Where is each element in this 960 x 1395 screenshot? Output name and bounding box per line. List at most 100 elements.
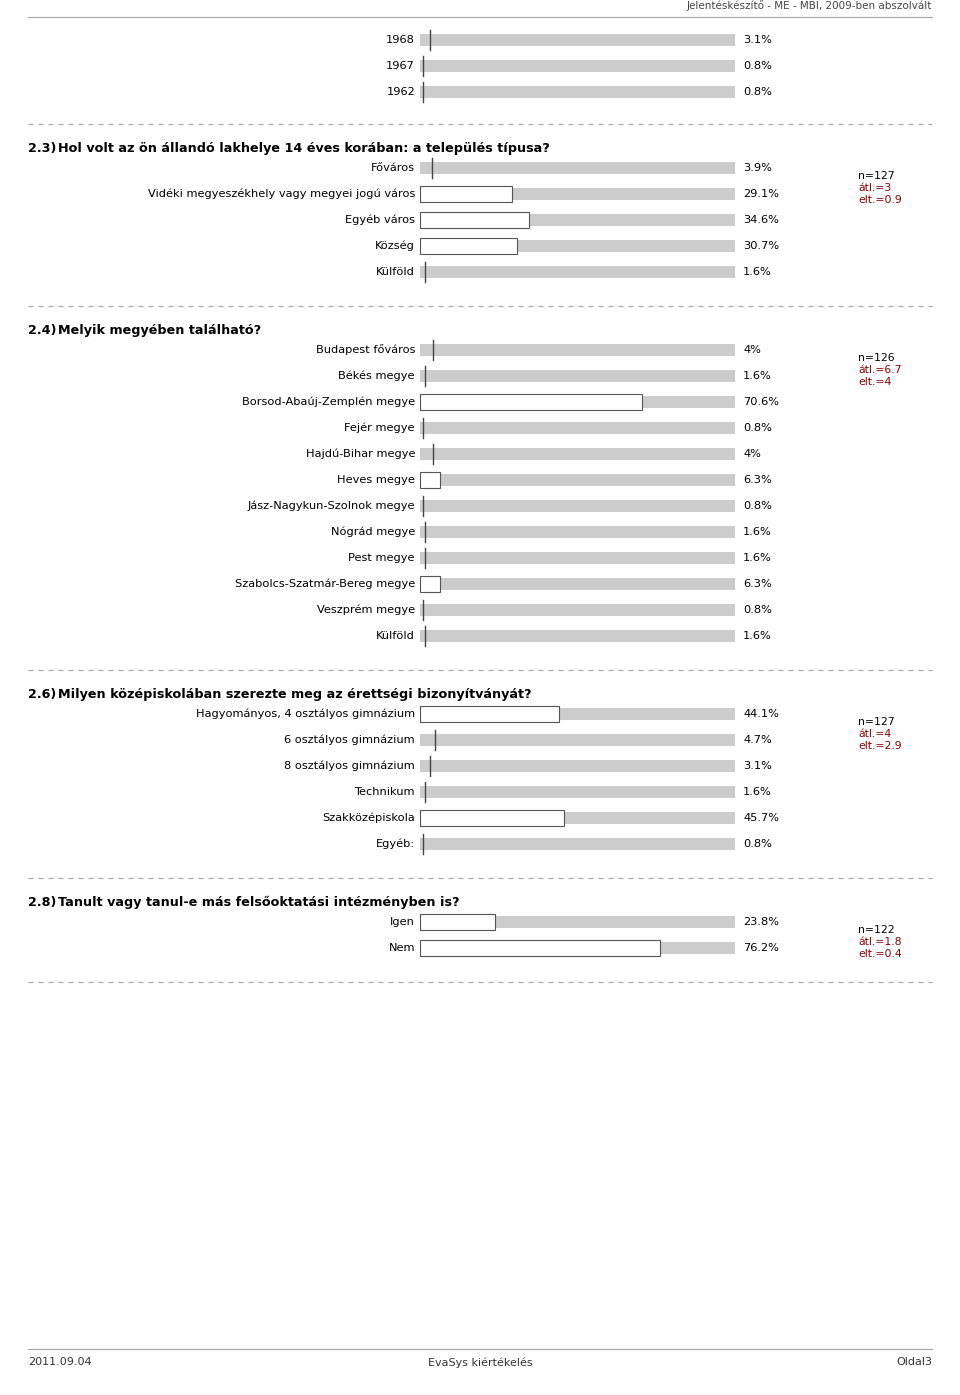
Text: Nem: Nem [389, 943, 415, 953]
Text: 34.6%: 34.6% [743, 215, 779, 225]
Text: 4%: 4% [743, 345, 761, 354]
Text: elt.=0.9: elt.=0.9 [858, 195, 901, 205]
Text: átl.=4: átl.=4 [858, 730, 891, 739]
Bar [420, 838, 735, 850]
Bar [420, 186, 512, 202]
Bar [420, 396, 735, 407]
Bar [420, 266, 735, 278]
Text: 1968: 1968 [386, 35, 415, 45]
Text: n=122: n=122 [858, 925, 895, 935]
Text: Egyéb város: Egyéb város [345, 215, 415, 225]
Bar [420, 940, 660, 956]
Text: 8 osztályos gimnázium: 8 osztályos gimnázium [284, 760, 415, 771]
Text: 1962: 1962 [386, 86, 415, 98]
Text: Jász-Nagykun-Szolnok megye: Jász-Nagykun-Szolnok megye [248, 501, 415, 511]
Text: Tanult vagy tanul-e más felsőoktatási intézményben is?: Tanult vagy tanul-e más felsőoktatási in… [58, 896, 460, 910]
Text: Budapest főváros: Budapest főváros [316, 345, 415, 356]
Text: 3.1%: 3.1% [743, 35, 772, 45]
Bar [420, 812, 735, 824]
Text: Főváros: Főváros [371, 163, 415, 173]
Text: Nógrád megye: Nógrád megye [331, 527, 415, 537]
Text: n=127: n=127 [858, 717, 895, 727]
Text: Egyéb:: Egyéb: [375, 838, 415, 850]
Bar [420, 552, 735, 564]
Bar [420, 423, 735, 434]
Text: 30.7%: 30.7% [743, 241, 780, 251]
Text: 76.2%: 76.2% [743, 943, 779, 953]
Text: Külföld: Külföld [376, 266, 415, 278]
Bar [420, 474, 735, 485]
Text: Szabolcs-Szatmár-Bereg megye: Szabolcs-Szatmár-Bereg megye [235, 579, 415, 589]
Bar [420, 578, 735, 590]
Text: 1.6%: 1.6% [743, 266, 772, 278]
Text: elt.=0.4: elt.=0.4 [858, 949, 901, 958]
Text: 0.8%: 0.8% [743, 605, 772, 615]
Text: 45.7%: 45.7% [743, 813, 779, 823]
Text: Külföld: Külföld [376, 631, 415, 640]
Text: Jelentéskészítő - ME - MBI, 2009-ben abszolvált: Jelentéskészítő - ME - MBI, 2009-ben abs… [686, 0, 932, 11]
Text: 0.8%: 0.8% [743, 838, 772, 850]
Text: 2.3): 2.3) [28, 142, 57, 155]
Text: 1.6%: 1.6% [743, 371, 772, 381]
Text: Község: Község [375, 241, 415, 251]
Text: 6.3%: 6.3% [743, 476, 772, 485]
Text: átl.=6.7: átl.=6.7 [858, 365, 901, 375]
Text: Vidéki megyeszékhely vagy megyei jogú város: Vidéki megyeszékhely vagy megyei jogú vá… [148, 188, 415, 199]
Bar [420, 33, 735, 46]
Text: Békés megye: Békés megye [339, 371, 415, 381]
Text: átl.=3: átl.=3 [858, 183, 891, 193]
Bar [420, 914, 495, 930]
Text: 6.3%: 6.3% [743, 579, 772, 589]
Bar [420, 345, 735, 356]
Bar [420, 917, 735, 928]
Text: 3.1%: 3.1% [743, 762, 772, 771]
Text: 2.8): 2.8) [28, 896, 57, 910]
Text: Milyen középiskolában szerezte meg az érettségi bizonyítványát?: Milyen középiskolában szerezte meg az ér… [58, 688, 532, 702]
Bar [420, 526, 735, 538]
Bar [420, 393, 642, 410]
Bar [420, 188, 735, 199]
Text: 29.1%: 29.1% [743, 188, 779, 199]
Text: Igen: Igen [390, 917, 415, 928]
Bar [420, 60, 735, 73]
Text: 4%: 4% [743, 449, 761, 459]
Bar [420, 576, 440, 591]
Bar [420, 706, 559, 723]
Text: EvaSys kiértékelés: EvaSys kiértékelés [428, 1357, 532, 1367]
Text: 2.4): 2.4) [28, 324, 57, 338]
Text: Melyik megyében található?: Melyik megyében található? [58, 324, 261, 338]
Text: 0.8%: 0.8% [743, 501, 772, 511]
Bar [420, 760, 735, 771]
Bar [420, 709, 735, 720]
Bar [420, 472, 440, 488]
Text: 23.8%: 23.8% [743, 917, 779, 928]
Text: elt.=2.9: elt.=2.9 [858, 741, 901, 751]
Bar [420, 370, 735, 382]
Text: Hajdú-Bihar megye: Hajdú-Bihar megye [305, 449, 415, 459]
Text: 44.1%: 44.1% [743, 709, 779, 718]
Text: 6 osztályos gimnázium: 6 osztályos gimnázium [284, 735, 415, 745]
Bar [420, 239, 516, 254]
Bar [420, 212, 529, 227]
Bar [420, 240, 735, 252]
Text: 1.6%: 1.6% [743, 631, 772, 640]
Text: Hagyományos, 4 osztályos gimnázium: Hagyományos, 4 osztályos gimnázium [196, 709, 415, 720]
Bar [420, 162, 735, 174]
Bar [420, 631, 735, 642]
Text: 3.9%: 3.9% [743, 163, 772, 173]
Bar [420, 604, 735, 617]
Text: elt.=4: elt.=4 [858, 377, 892, 386]
Text: 70.6%: 70.6% [743, 398, 779, 407]
Bar [420, 86, 735, 98]
Bar [420, 942, 735, 954]
Text: 2.6): 2.6) [28, 688, 57, 702]
Bar [420, 734, 735, 746]
Bar [420, 810, 564, 826]
Text: Pest megye: Pest megye [348, 552, 415, 564]
Text: n=127: n=127 [858, 172, 895, 181]
Text: 1.6%: 1.6% [743, 787, 772, 797]
Text: 1967: 1967 [386, 61, 415, 71]
Text: Heves megye: Heves megye [337, 476, 415, 485]
Text: Technikum: Technikum [354, 787, 415, 797]
Text: átl.=1.8: átl.=1.8 [858, 937, 901, 947]
